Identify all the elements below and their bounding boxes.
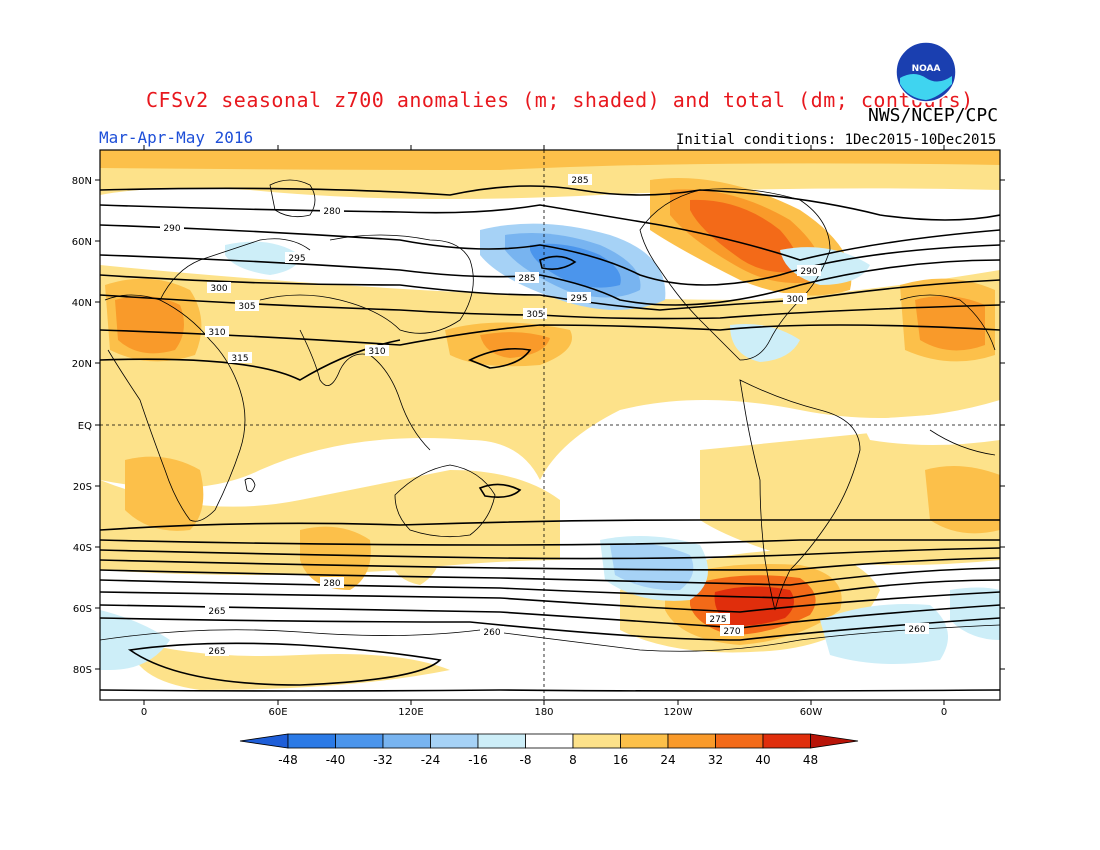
colorbar-swatch [430, 733, 479, 749]
lon-label: 0 [941, 707, 947, 718]
contour-label: 265 [205, 645, 229, 657]
contour-label: 280 [320, 205, 344, 217]
coastlines [100, 179, 1000, 652]
lat-label: 20N [72, 359, 92, 370]
lon-label: 60W [800, 707, 823, 718]
svg-text:315: 315 [231, 354, 248, 364]
contour-label: 295 [567, 292, 591, 304]
svg-text:295: 295 [570, 294, 587, 304]
noaa-logo: NOAA [895, 41, 957, 103]
svg-text:305: 305 [526, 310, 543, 320]
season-label: Mar-Apr-May 2016 [99, 128, 254, 147]
contour-label: 315 [228, 352, 252, 364]
colorbar-tick: -8 [520, 753, 532, 767]
contour-label: 300 [207, 282, 231, 294]
colorbar-tick: -48 [278, 753, 298, 767]
svg-text:305: 305 [238, 302, 255, 312]
contour-label: 290 [160, 222, 184, 234]
colorbar-swatch [477, 733, 526, 749]
colorbar-swatch [620, 733, 669, 749]
svg-text:295: 295 [288, 254, 305, 264]
svg-text:260: 260 [483, 628, 500, 638]
contour-label: 260 [480, 626, 504, 638]
contour-label: 270 [720, 625, 744, 637]
contour-label: 300 [783, 293, 807, 305]
svg-text:300: 300 [786, 295, 803, 305]
svg-text:270: 270 [723, 627, 740, 637]
svg-text:290: 290 [800, 267, 817, 277]
contour-label: 305 [523, 308, 547, 320]
map-title: CFSv2 seasonal z700 anomalies (m; shaded… [146, 88, 974, 112]
contour-label: 285 [515, 272, 539, 284]
colorbar-swatch [287, 733, 336, 749]
lon-label: 60E [268, 707, 287, 718]
svg-text:285: 285 [518, 274, 535, 284]
colorbar-tick: -16 [468, 753, 488, 767]
lon-label: 0 [141, 707, 147, 718]
initial-conditions-label: Initial conditions: 1Dec2015-10Dec2015 [676, 132, 997, 148]
lat-label: 40S [73, 543, 92, 554]
colorbar-swatch [382, 733, 431, 749]
lat-label: 40N [72, 298, 92, 309]
logo-text: NOAA [912, 64, 941, 74]
latitude-axis [95, 179, 1005, 670]
contour-label: 285 [568, 174, 592, 186]
lon-label: 180 [534, 707, 553, 718]
lat-label: 80N [72, 176, 92, 187]
svg-text:290: 290 [163, 224, 180, 234]
svg-text:310: 310 [208, 328, 225, 338]
colorbar-tick: 32 [708, 753, 723, 767]
colorbar-tick: -32 [373, 753, 393, 767]
lon-label: 120E [398, 707, 423, 718]
lat-label: EQ [78, 421, 92, 432]
agency-label: NWS/NCEP/CPC [868, 105, 999, 126]
contour-label: 260 [905, 623, 929, 635]
svg-text:300: 300 [210, 284, 227, 294]
colorbar-swatch [525, 733, 574, 749]
contour-label: 305 [235, 300, 259, 312]
colorbar-tick: 8 [569, 753, 577, 767]
colorbar-swatch [667, 733, 716, 749]
svg-text:265: 265 [208, 607, 225, 617]
contour-labels: 285 280 290 295 300 305 310 315 310 305 … [160, 174, 929, 657]
colorbar-tick: 24 [660, 753, 675, 767]
contour-label: 295 [285, 252, 309, 264]
colorbar-swatch [762, 733, 811, 749]
lon-label: 120W [664, 707, 693, 718]
contour-label: 310 [205, 326, 229, 338]
svg-text:275: 275 [709, 615, 726, 625]
svg-text:265: 265 [208, 647, 225, 657]
colorbar-tick: 40 [755, 753, 770, 767]
colorbar-swatch [810, 733, 859, 749]
colorbar-swatch [335, 733, 384, 749]
contour-label: 265 [205, 605, 229, 617]
contour-label: 290 [797, 265, 821, 277]
colorbar-swatch [715, 733, 764, 749]
colorbar-tick: 16 [613, 753, 628, 767]
colorbar-tick: -24 [421, 753, 441, 767]
colorbar [239, 733, 859, 749]
svg-text:285: 285 [571, 176, 588, 186]
contour-label: 310 [365, 345, 389, 357]
colorbar-tick: 48 [803, 753, 818, 767]
colorbar-swatch [572, 733, 621, 749]
lat-label: 20S [73, 482, 92, 493]
lat-label: 60N [72, 237, 92, 248]
longitude-axis [143, 145, 945, 705]
svg-text:310: 310 [368, 347, 385, 357]
contour-label: 280 [320, 577, 344, 589]
svg-text:260: 260 [908, 625, 925, 635]
lat-label: 80S [73, 665, 92, 676]
svg-text:280: 280 [323, 579, 340, 589]
svg-text:280: 280 [323, 207, 340, 217]
colorbar-swatch [239, 733, 289, 749]
contour-label: 275 [706, 613, 730, 625]
colorbar-tick: -40 [326, 753, 346, 767]
lat-label: 60S [73, 604, 92, 615]
